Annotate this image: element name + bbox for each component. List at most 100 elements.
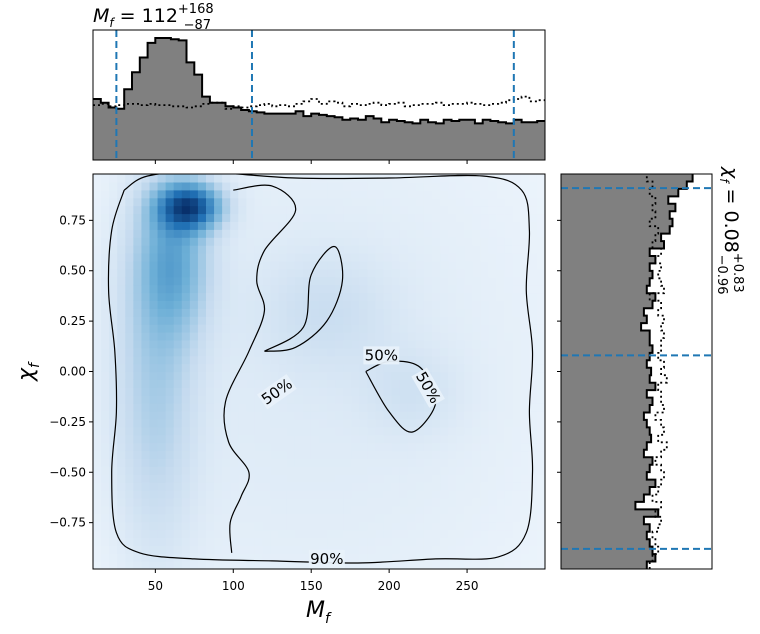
y-tick-label: 0.25 <box>59 314 86 328</box>
density-cell <box>302 466 312 475</box>
density-cell <box>238 545 247 554</box>
density-cell <box>480 181 490 191</box>
density-cell <box>512 205 522 215</box>
density-cell <box>512 339 522 349</box>
density-cell <box>262 205 272 215</box>
density-cell <box>246 229 256 238</box>
density-cell <box>504 339 514 349</box>
density-cell <box>383 292 393 301</box>
density-cell <box>472 260 482 270</box>
density-cell <box>294 521 304 531</box>
density-cell <box>440 221 449 230</box>
density-cell <box>101 387 110 396</box>
density-cell <box>432 245 441 254</box>
density-cell <box>319 268 328 278</box>
density-cell <box>238 497 247 507</box>
density-cell <box>93 197 102 207</box>
density-cell <box>197 442 207 452</box>
density-cell <box>512 426 522 436</box>
density-cell <box>440 197 449 207</box>
density-cell <box>448 545 457 554</box>
density-cell <box>165 205 175 215</box>
density-cell <box>101 276 110 286</box>
density-cell <box>375 260 385 270</box>
density-cell <box>343 308 352 317</box>
density-cell <box>101 292 110 301</box>
density-cell <box>367 292 377 301</box>
density-cell <box>109 553 118 562</box>
density-cell <box>173 395 183 404</box>
density-cell <box>189 434 199 444</box>
density-cell <box>294 450 304 459</box>
density-cell <box>149 395 159 404</box>
density-cell <box>319 442 328 452</box>
density-cell <box>222 347 231 357</box>
density-cell <box>399 371 409 380</box>
density-cell <box>286 221 296 230</box>
density-cell <box>141 189 151 199</box>
density-cell <box>278 418 288 428</box>
density-cell <box>375 363 385 373</box>
density-cell <box>246 426 256 436</box>
density-cell <box>528 205 538 215</box>
density-cell <box>335 529 344 538</box>
density-cell <box>423 205 433 215</box>
density-cell <box>504 229 514 238</box>
density-cell <box>109 561 118 569</box>
density-cell <box>197 545 207 554</box>
density-cell <box>173 482 183 491</box>
density-cell <box>432 181 441 191</box>
density-cell <box>464 355 473 365</box>
density-cell <box>536 245 545 254</box>
density-cell <box>214 403 223 412</box>
contour-label: 50% <box>365 346 398 364</box>
density-cell <box>181 174 191 183</box>
density-cell <box>448 213 457 222</box>
density-cell <box>464 181 473 191</box>
density-cell <box>197 521 207 531</box>
density-cell <box>415 197 425 207</box>
density-cell <box>238 308 247 317</box>
density-cell <box>262 174 272 183</box>
density-cell <box>391 482 401 491</box>
density-cell <box>407 442 417 452</box>
density-cell <box>141 545 151 554</box>
density-cell <box>133 308 143 317</box>
density-cell <box>367 561 377 569</box>
density-cell <box>448 418 457 428</box>
density-cell <box>125 221 134 230</box>
density-cell <box>423 339 433 349</box>
density-cell <box>302 292 312 301</box>
density-cell <box>399 529 409 538</box>
density-cell <box>197 458 207 467</box>
density-cell <box>206 355 215 365</box>
density-cell <box>173 403 183 412</box>
density-cell <box>359 189 369 199</box>
density-cell <box>262 371 272 380</box>
density-cell <box>440 268 449 278</box>
density-cell <box>278 395 288 404</box>
density-cell <box>238 450 247 459</box>
density-cell <box>391 466 401 475</box>
density-cell <box>214 513 223 523</box>
density-cell <box>133 245 143 254</box>
density-cell <box>270 561 280 569</box>
density-cell <box>472 411 482 420</box>
density-cell <box>93 332 102 341</box>
density-cell <box>327 324 336 333</box>
density-cell <box>464 221 473 230</box>
density-cell <box>133 332 143 341</box>
density-cell <box>278 197 288 207</box>
density-cell <box>246 434 256 444</box>
density-cell <box>197 418 207 428</box>
density-cell <box>319 308 328 317</box>
density-cell <box>399 213 409 222</box>
density-cell <box>101 466 110 475</box>
density-cell <box>214 324 223 333</box>
density-cell <box>302 505 312 515</box>
density-cell <box>335 505 344 515</box>
density-cell <box>173 308 183 317</box>
density-cell <box>206 300 215 309</box>
density-cell <box>181 529 191 538</box>
density-cell <box>117 174 126 183</box>
